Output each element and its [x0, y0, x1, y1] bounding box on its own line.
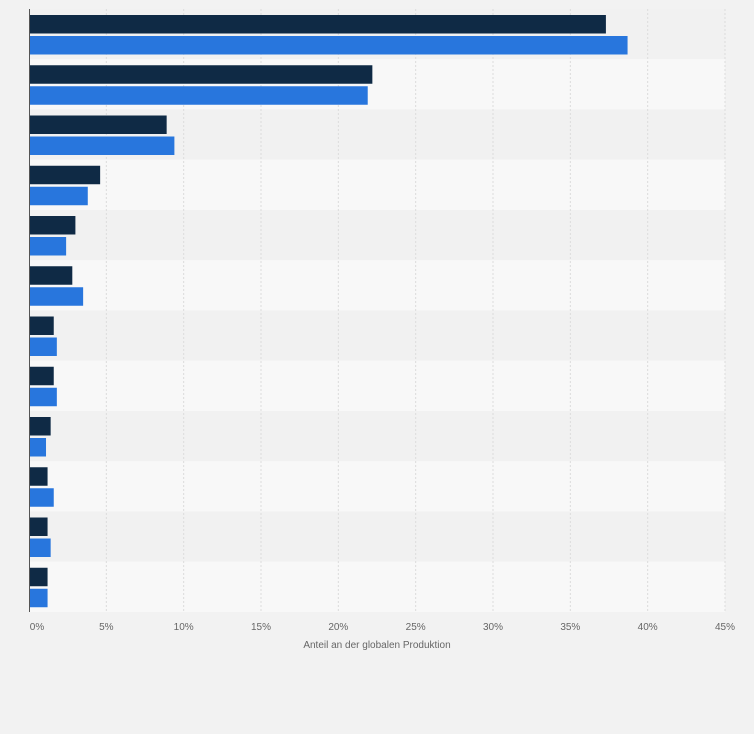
- bar-series-2: [29, 36, 628, 55]
- x-tick-label: 20%: [328, 622, 348, 633]
- bar-series-1: [29, 115, 167, 134]
- row-band: [29, 461, 725, 512]
- bar-series-1: [29, 65, 373, 84]
- row-band: [29, 210, 725, 261]
- bar-series-1: [29, 517, 48, 536]
- bar-series-1: [29, 567, 48, 587]
- x-tick-label: 30%: [483, 622, 503, 633]
- row-band: [29, 360, 725, 411]
- bar-series-1: [29, 165, 101, 185]
- x-tick-label: 5%: [99, 622, 114, 633]
- row-band: [29, 260, 725, 311]
- x-tick-label: 15%: [251, 622, 271, 633]
- row-band: [29, 159, 725, 210]
- bar-series-1: [29, 366, 54, 386]
- bar-series-2: [29, 136, 175, 155]
- gridlines: [105, 9, 726, 612]
- x-tick-label: 10%: [174, 622, 194, 633]
- bar-series-1: [29, 266, 73, 285]
- row-band: [29, 310, 725, 361]
- bar-series-1: [29, 216, 76, 235]
- bar-series-2: [29, 287, 84, 306]
- bar-series-2: [29, 488, 54, 507]
- x-tick-label: 25%: [406, 622, 426, 633]
- bar-series-2: [29, 186, 88, 206]
- bar-series-2: [29, 387, 57, 407]
- x-tick-labels: 0% 5% 10% 15% 20% 25% 30% 35% 40% 45%: [30, 622, 735, 633]
- bar-series-2: [29, 538, 51, 557]
- x-tick-label: 0%: [30, 622, 45, 633]
- bar-series-1: [29, 467, 48, 486]
- bar-series-2: [29, 86, 368, 105]
- bar-series-2: [29, 337, 57, 356]
- bar-series-1: [29, 15, 606, 34]
- row-band: [29, 411, 725, 462]
- x-tick-label: 40%: [638, 622, 658, 633]
- x-axis-label: Anteil an der globalen Produktion: [303, 640, 450, 651]
- row-bands: [29, 9, 725, 612]
- row-band: [29, 561, 725, 612]
- bars: [29, 15, 628, 608]
- row-band: [29, 511, 725, 562]
- bar-series-1: [29, 316, 54, 335]
- x-tick-label: 45%: [715, 622, 735, 633]
- bar-series-2: [29, 237, 67, 256]
- bar-series-2: [29, 438, 47, 457]
- bar-series-2: [29, 588, 48, 608]
- bar-series-1: [29, 417, 51, 436]
- x-tick-label: 35%: [560, 622, 580, 633]
